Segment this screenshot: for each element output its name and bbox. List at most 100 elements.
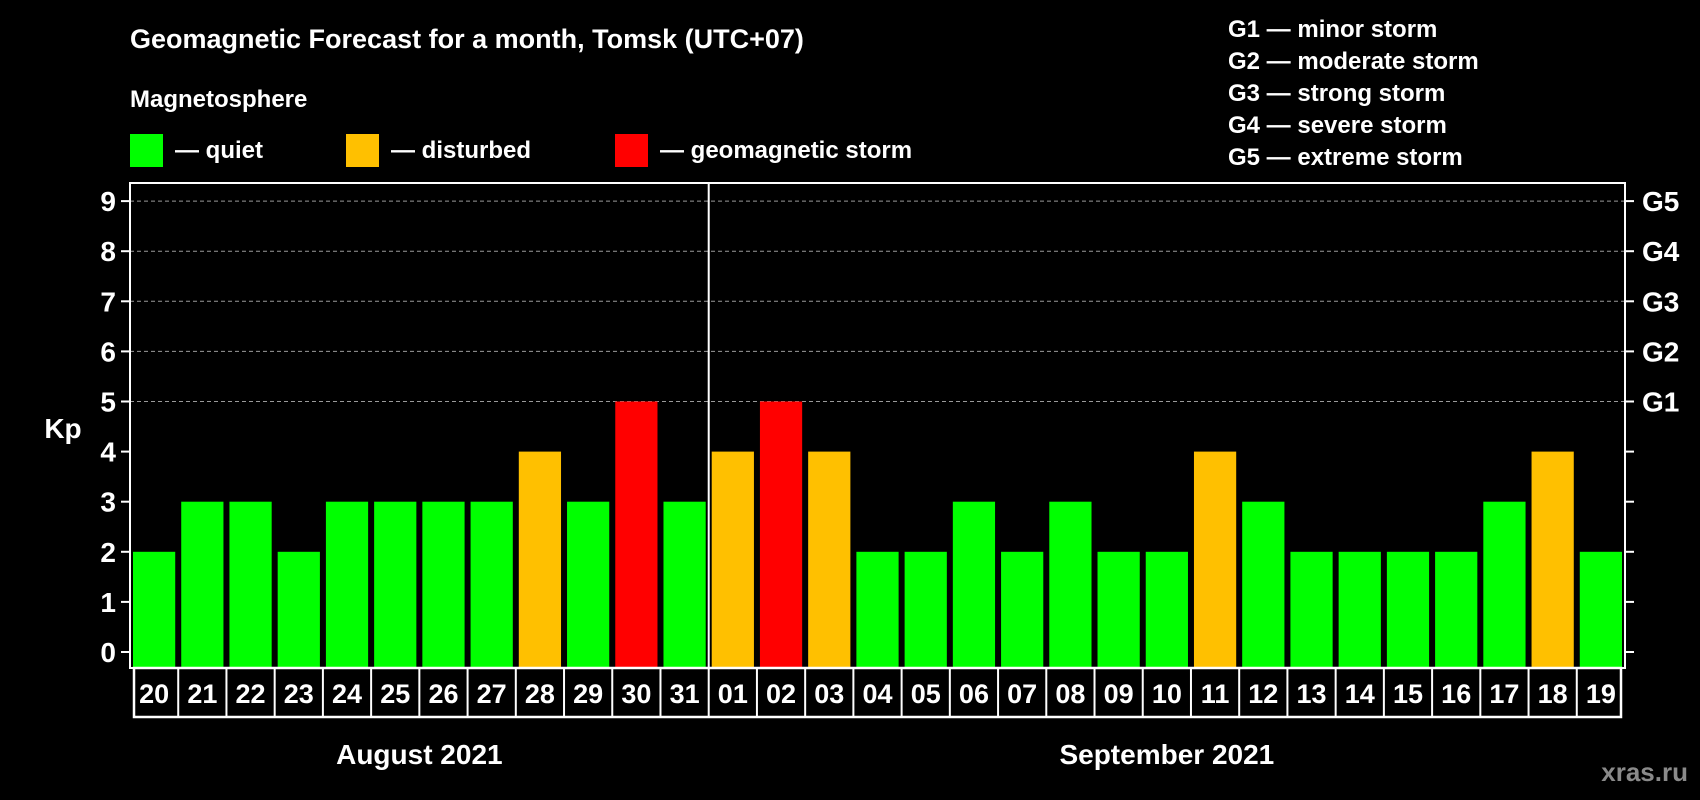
- bar: [133, 551, 176, 668]
- bar: [1483, 501, 1526, 668]
- g-scale-label: G2: [1642, 336, 1679, 367]
- bar: [1242, 501, 1285, 668]
- bar: [518, 451, 562, 668]
- bar: [229, 501, 272, 668]
- g-scale-label: G4: [1642, 236, 1680, 267]
- date-label: 12: [1248, 679, 1278, 709]
- legend-swatch-quiet: [130, 134, 163, 167]
- date-label: 26: [428, 679, 458, 709]
- legend-disturbed: — disturbed: [346, 134, 531, 167]
- bar: [1049, 501, 1092, 668]
- storm-scale-item: G5 — extreme storm: [1228, 144, 1463, 171]
- date-label: 09: [1104, 679, 1134, 709]
- date-label: 03: [814, 679, 844, 709]
- legend-label: — quiet: [175, 136, 263, 164]
- month-label: September 2021: [1059, 739, 1274, 770]
- bar: [663, 501, 706, 668]
- date-label: 07: [1007, 679, 1037, 709]
- storm-scale-item: G2 — moderate storm: [1228, 48, 1479, 75]
- watermark: xras.ru: [1601, 757, 1688, 787]
- date-label: 06: [959, 679, 989, 709]
- g-scale-label: G5: [1642, 186, 1679, 217]
- bar: [615, 401, 658, 668]
- date-label: 18: [1538, 679, 1568, 709]
- bar: [374, 501, 417, 668]
- chart-title: Geomagnetic Forecast for a month, Tomsk …: [130, 24, 804, 54]
- date-label: 28: [525, 679, 555, 709]
- date-label: 01: [718, 679, 748, 709]
- date-row-frame: [132, 666, 1623, 719]
- date-label: 25: [380, 679, 410, 709]
- bar: [1193, 451, 1237, 668]
- bar: [904, 551, 947, 668]
- bar: [952, 501, 996, 668]
- y-tick-label: 1: [100, 587, 116, 618]
- bar: [808, 451, 851, 668]
- bar: [277, 551, 320, 668]
- date-label: 02: [766, 679, 796, 709]
- legend-label: — disturbed: [391, 136, 532, 164]
- date-label: 21: [187, 679, 217, 709]
- g-scale-label: G3: [1642, 286, 1679, 317]
- storm-scale-item: G1 — minor storm: [1228, 16, 1438, 43]
- y-tick-label: 6: [100, 336, 116, 367]
- bar: [759, 401, 803, 668]
- bar: [711, 451, 754, 668]
- date-label: 23: [284, 679, 314, 709]
- bar: [1386, 551, 1430, 668]
- date-label: 30: [621, 679, 651, 709]
- date-label: 11: [1201, 679, 1230, 709]
- y-tick-label: 7: [100, 286, 116, 317]
- date-label: 10: [1152, 679, 1182, 709]
- date-label: 13: [1297, 679, 1327, 709]
- y-tick-label: 9: [100, 186, 116, 217]
- month-label: August 2021: [336, 739, 503, 770]
- date-label: 14: [1345, 679, 1375, 709]
- bar: [1338, 551, 1381, 668]
- y-tick-label: 4: [100, 437, 116, 468]
- date-label: 29: [573, 679, 603, 709]
- date-label: 27: [477, 679, 507, 709]
- legend-quiet: — quiet: [130, 134, 263, 167]
- bar: [181, 501, 224, 668]
- bar: [325, 501, 369, 668]
- legend-storm: — geomagnetic storm: [615, 134, 912, 167]
- legend-label: — geomagnetic storm: [660, 136, 913, 164]
- bar: [1097, 551, 1140, 668]
- y-axis-label: Kp: [44, 413, 81, 444]
- date-label: 04: [862, 679, 892, 709]
- date-label: 19: [1586, 679, 1616, 709]
- chart-subtitle: Magnetosphere: [130, 86, 308, 113]
- date-label: 17: [1489, 679, 1519, 709]
- bar: [470, 501, 513, 668]
- bar: [1001, 551, 1044, 668]
- bar: [1579, 551, 1622, 668]
- storm-scale-list: G1 — minor storm G2 — moderate storm G3 …: [1228, 14, 1479, 174]
- bar: [422, 501, 465, 668]
- y-tick-label: 2: [100, 537, 116, 568]
- date-label: 05: [911, 679, 941, 709]
- bar: [1290, 551, 1333, 668]
- g-scale-label: G1: [1642, 387, 1679, 418]
- legend-swatch-storm: [615, 134, 648, 167]
- date-label: 20: [139, 679, 169, 709]
- bar: [1531, 451, 1574, 668]
- storm-scale-item: G3 — strong storm: [1228, 80, 1446, 107]
- y-tick-label: 0: [100, 637, 116, 668]
- date-label: 31: [670, 679, 700, 709]
- bar: [567, 501, 610, 668]
- bar: [856, 551, 899, 668]
- y-tick-label: 3: [100, 487, 116, 518]
- date-label: 15: [1393, 679, 1423, 709]
- date-label: 08: [1055, 679, 1085, 709]
- date-label: 22: [236, 679, 266, 709]
- storm-scale-item: G4 — severe storm: [1228, 112, 1447, 139]
- y-tick-label: 8: [100, 236, 116, 267]
- bar: [1145, 551, 1188, 668]
- date-label: 16: [1441, 679, 1471, 709]
- y-tick-label: 5: [100, 387, 116, 418]
- legend-swatch-disturbed: [346, 134, 379, 167]
- bar: [1435, 551, 1478, 668]
- date-label: 24: [332, 679, 362, 709]
